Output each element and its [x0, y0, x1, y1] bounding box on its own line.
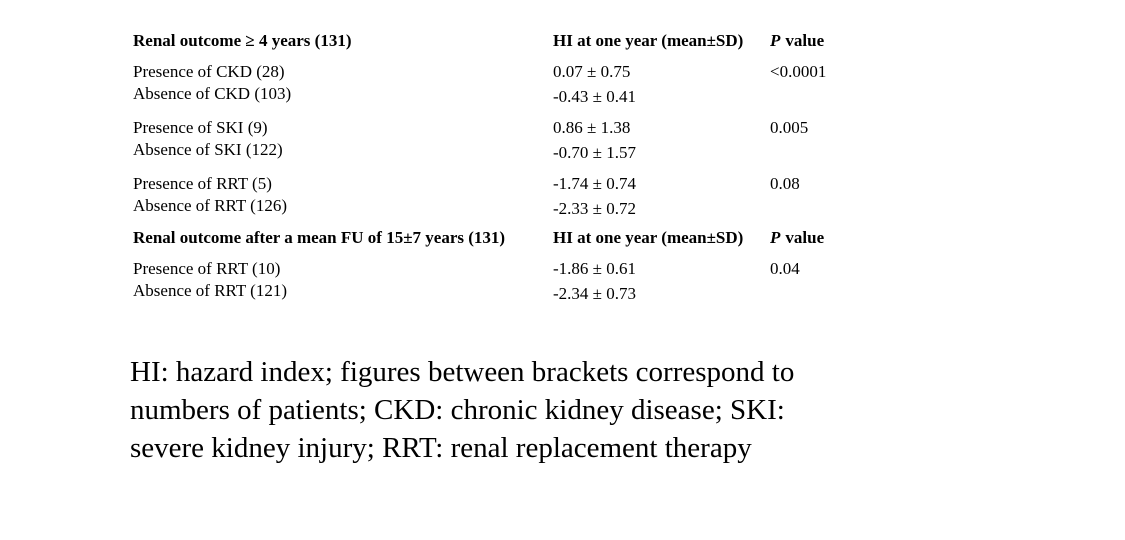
- outcomes-table: Renal outcome ≥ 4 years (131) HI at one …: [133, 30, 1000, 314]
- row-label: Presence of CKD (28): [133, 62, 285, 81]
- table-row: Absence of SKI (122) -0.70 ± 1.57: [133, 139, 1000, 162]
- section-2-title: Renal outcome after a mean FU of 15±7 ye…: [133, 228, 506, 247]
- row-value: -2.33 ± 0.72: [553, 199, 636, 218]
- row-label: Presence of RRT (10): [133, 259, 281, 278]
- row-value: -0.70 ± 1.57: [553, 143, 636, 162]
- table-row: Presence of CKD (28) 0.07 ± 0.75 <0.0001: [133, 61, 1000, 83]
- row-label: Absence of RRT (121): [133, 281, 287, 300]
- section-1-header-row: Renal outcome ≥ 4 years (131) HI at one …: [133, 30, 1000, 52]
- section-1-title: Renal outcome ≥ 4 years (131): [133, 31, 352, 50]
- p-header-rest: value: [785, 31, 825, 50]
- footnote: HI: hazard index; figures between bracke…: [130, 353, 794, 467]
- table-group-ski: Presence of SKI (9) 0.86 ± 1.38 0.005 Ab…: [133, 117, 1000, 162]
- row-pvalue: [770, 195, 1000, 217]
- row-value: -1.74 ± 0.74: [553, 174, 636, 193]
- row-value: -2.34 ± 0.73: [553, 284, 636, 303]
- table-row: Presence of RRT (10) -1.86 ± 0.61 0.04: [133, 258, 1000, 280]
- table-group-rrt-longterm: Presence of RRT (10) -1.86 ± 0.61 0.04 A…: [133, 258, 1000, 303]
- row-pvalue: 0.005: [770, 118, 809, 137]
- row-pvalue: 0.04: [770, 259, 800, 278]
- p-header-rest: value: [785, 228, 825, 247]
- section-2-header-row: Renal outcome after a mean FU of 15±7 ye…: [133, 227, 1000, 249]
- footnote-line: HI: hazard index; figures between bracke…: [130, 356, 795, 388]
- row-pvalue: <0.0001: [770, 62, 827, 81]
- row-value: 0.07 ± 0.75: [553, 62, 631, 81]
- footnote-line: numbers of patients; CKD: chronic kidney…: [130, 394, 785, 426]
- row-pvalue: 0.08: [770, 174, 800, 193]
- row-pvalue: [770, 83, 1000, 105]
- hi-column-header: HI at one year (mean±SD): [553, 228, 744, 247]
- p-header-italic: P: [770, 228, 781, 247]
- row-label: Absence of SKI (122): [133, 140, 283, 159]
- row-value: 0.86 ± 1.38: [553, 118, 631, 137]
- row-pvalue: [770, 139, 1000, 161]
- table-row: Absence of RRT (126) -2.33 ± 0.72: [133, 195, 1000, 218]
- row-value: -0.43 ± 0.41: [553, 87, 636, 106]
- table-group-rrt: Presence of RRT (5) -1.74 ± 0.74 0.08 Ab…: [133, 173, 1000, 218]
- footnote-line: severe kidney injury; RRT: renal replace…: [130, 432, 752, 464]
- row-label: Absence of CKD (103): [133, 84, 292, 103]
- table-row: Presence of SKI (9) 0.86 ± 1.38 0.005: [133, 117, 1000, 139]
- row-label: Presence of SKI (9): [133, 118, 268, 137]
- row-label: Presence of RRT (5): [133, 174, 272, 193]
- table-row: Presence of RRT (5) -1.74 ± 0.74 0.08: [133, 173, 1000, 195]
- table-row: Absence of RRT (121) -2.34 ± 0.73: [133, 280, 1000, 303]
- row-label: Absence of RRT (126): [133, 196, 287, 215]
- p-header-italic: P: [770, 31, 781, 50]
- row-value: -1.86 ± 0.61: [553, 259, 636, 278]
- table-group-ckd: Presence of CKD (28) 0.07 ± 0.75 <0.0001…: [133, 61, 1000, 106]
- row-pvalue: [770, 280, 1000, 302]
- hi-column-header: HI at one year (mean±SD): [553, 31, 744, 50]
- table-row: Absence of CKD (103) -0.43 ± 0.41: [133, 83, 1000, 106]
